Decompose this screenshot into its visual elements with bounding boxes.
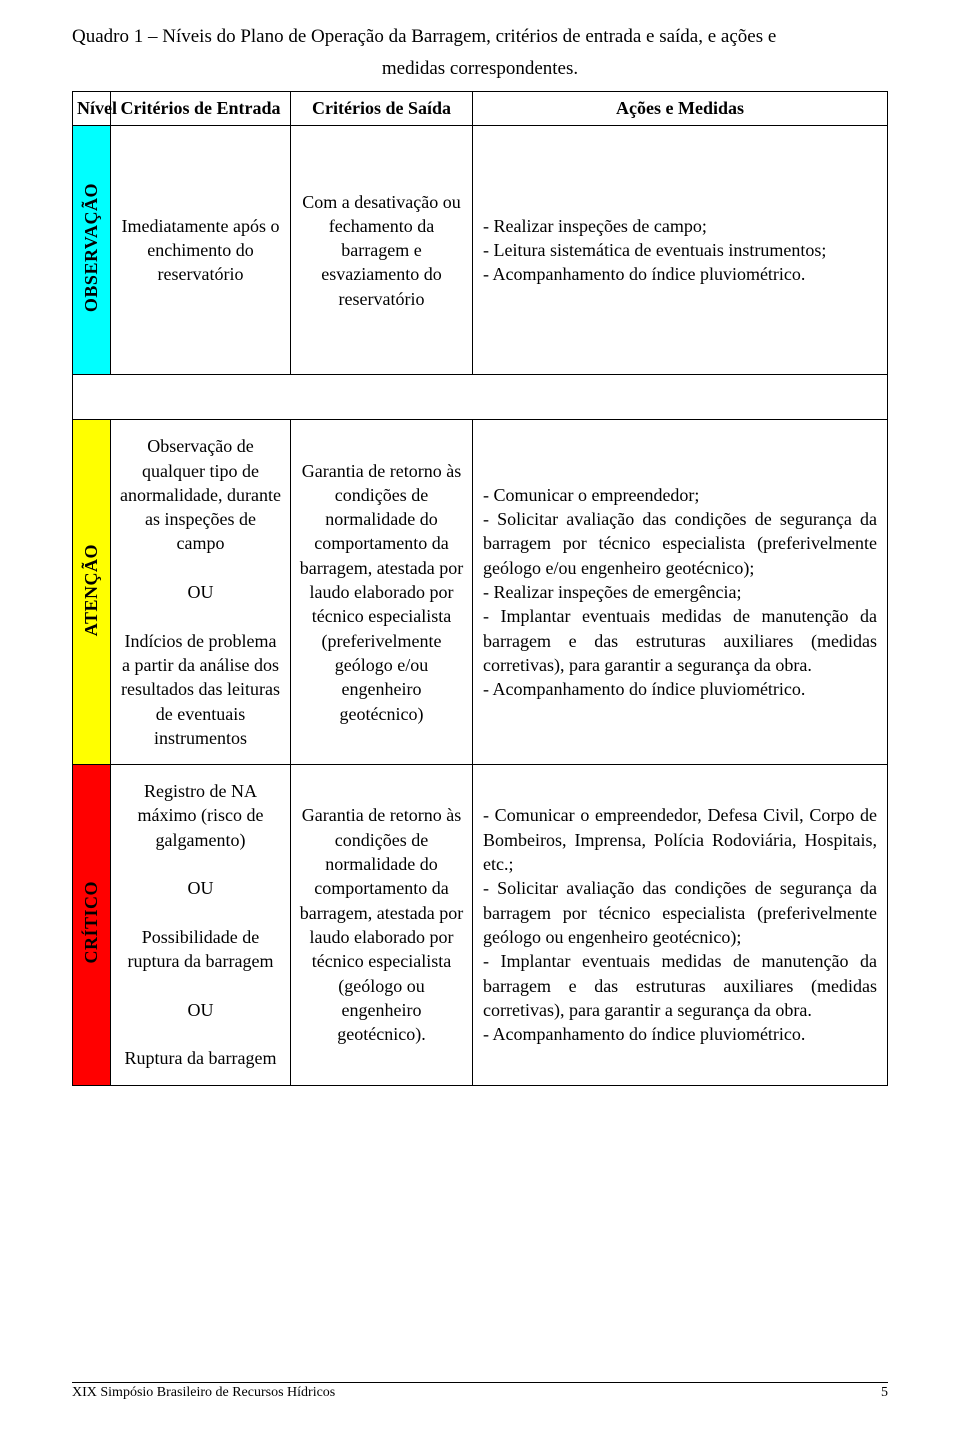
acoes-critico: - Comunicar o empreendedor, Defesa Civil… — [473, 765, 888, 1086]
header-entrada: Critérios de Entrada — [111, 92, 291, 126]
saida-critico: Garantia de retorno às condições de norm… — [291, 765, 473, 1086]
acoes-atencao: - Comunicar o empreendedor;- Solicitar a… — [473, 420, 888, 765]
table-title-line2: medidas correspondentes. — [72, 56, 888, 82]
header-nivel: Nível — [73, 92, 111, 126]
level-atencao: ATENÇÃO — [73, 420, 111, 765]
level-critico: CRÍTICO — [73, 765, 111, 1086]
level-observacao: OBSERVAÇÃO — [73, 126, 111, 375]
levels-table: Nível Critérios de Entrada Critérios de … — [72, 91, 888, 1085]
header-saida: Critérios de Saída — [291, 92, 473, 126]
page-footer: XIX Simpósio Brasileiro de Recursos Hídr… — [72, 1382, 888, 1401]
row-atencao: ATENÇÃO Observação de qualquer tipo de a… — [73, 420, 888, 765]
footer-left: XIX Simpósio Brasileiro de Recursos Hídr… — [72, 1385, 335, 1401]
row-spacer — [73, 375, 888, 420]
level-critico-label: CRÍTICO — [77, 861, 106, 984]
acoes-observacao: - Realizar inspeções de campo;- Leitura … — [473, 126, 888, 375]
header-acoes: Ações e Medidas — [473, 92, 888, 126]
table-title-line1: Quadro 1 – Níveis do Plano de Operação d… — [72, 24, 888, 50]
saida-atencao: Garantia de retorno às condições de norm… — [291, 420, 473, 765]
level-atencao-label: ATENÇÃO — [77, 524, 106, 656]
row-critico: CRÍTICO Registro de NA máximo (risco de … — [73, 765, 888, 1086]
entrada-observacao: Imediatamente após o enchimento do reser… — [111, 126, 291, 375]
saida-observacao: Com a desativação ou fechamento da barra… — [291, 126, 473, 375]
entrada-atencao: Observação de qualquer tipo de anormalid… — [111, 420, 291, 765]
level-observacao-label: OBSERVAÇÃO — [77, 163, 106, 332]
entrada-critico: Registro de NA máximo (risco de galgamen… — [111, 765, 291, 1086]
footer-page-number: 5 — [881, 1385, 888, 1401]
row-observacao: OBSERVAÇÃO Imediatamente após o enchimen… — [73, 126, 888, 375]
table-header-row: Nível Critérios de Entrada Critérios de … — [73, 92, 888, 126]
